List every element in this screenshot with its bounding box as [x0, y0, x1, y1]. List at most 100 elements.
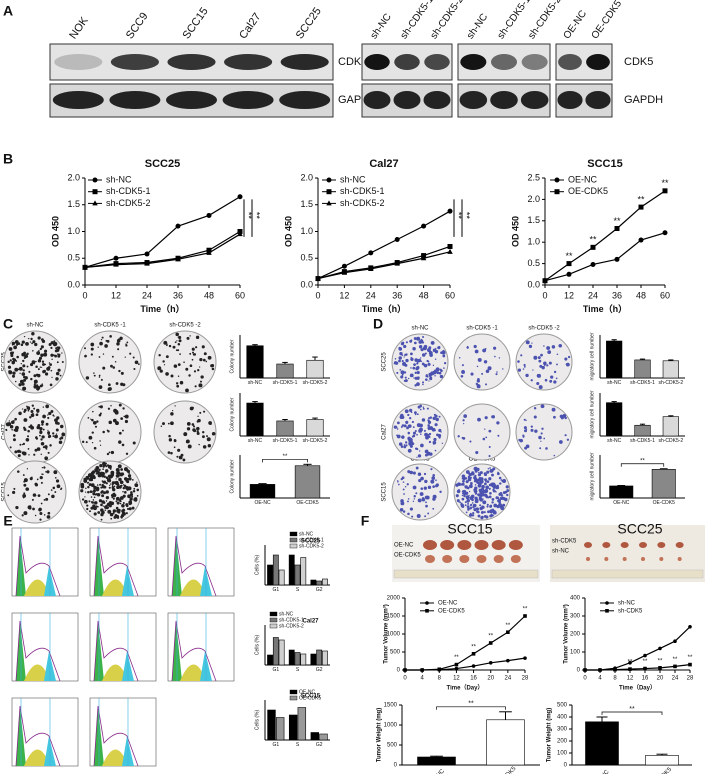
- plate-dot: [420, 443, 424, 448]
- plate-dot: [163, 364, 166, 366]
- plate-dot: [432, 370, 437, 374]
- plate-dot: [432, 473, 435, 477]
- marker: [662, 188, 668, 194]
- plate-dot: [20, 362, 22, 365]
- plate-dot: [198, 443, 200, 446]
- blot-band: [490, 91, 518, 109]
- plate-dot: [96, 484, 99, 486]
- plate-dot: [23, 480, 26, 483]
- plate-dot: [126, 507, 130, 511]
- plate-dot: [467, 475, 471, 479]
- histogram-fit: [93, 620, 139, 682]
- plate-dot: [441, 442, 444, 444]
- plate-dot: [551, 345, 556, 349]
- plate-dot: [102, 366, 106, 370]
- plate-dot: [87, 416, 90, 419]
- plate-dot: [176, 384, 180, 388]
- marker: [506, 630, 510, 634]
- plate-dot: [112, 487, 116, 492]
- plate-dot: [112, 509, 117, 513]
- plate-dot: [11, 374, 16, 378]
- plate-dot: [27, 448, 30, 450]
- y-tick-label: 500: [390, 650, 401, 656]
- plate-dot: [29, 424, 33, 427]
- y-axis-label: Tumor Weight (mg): [547, 708, 553, 762]
- bar: [316, 649, 323, 666]
- plate-dot: [170, 374, 174, 378]
- plate-dot: [478, 496, 483, 501]
- plate-dot: [519, 438, 524, 443]
- plate-dot: [487, 510, 490, 514]
- row-label: Cal27: [382, 424, 388, 440]
- plate-dot: [35, 360, 37, 363]
- plate-dot: [122, 383, 126, 387]
- plate-dot: [115, 482, 119, 486]
- plate-dot: [137, 363, 140, 365]
- y-tick-label: 0: [394, 763, 398, 769]
- plate-dot: [545, 447, 548, 450]
- plate-dot: [99, 463, 103, 468]
- plate-dot: [533, 355, 538, 360]
- column-label: sh-CDK5 -1: [466, 326, 498, 332]
- plate-dot: [462, 369, 465, 372]
- blot-band: [393, 91, 421, 109]
- plate-dot: [124, 414, 129, 419]
- plate-dot: [41, 354, 44, 357]
- bar: [267, 564, 273, 586]
- x-tick-label: sh-CDK5: [652, 766, 674, 774]
- plate-dot: [116, 501, 120, 505]
- series-line: [405, 615, 526, 671]
- plate-dot: [488, 483, 492, 487]
- plate-dot: [36, 478, 39, 481]
- plate-dot: [483, 472, 487, 476]
- plate-dot: [464, 501, 467, 504]
- plate-dot: [23, 356, 26, 360]
- plate-dot: [100, 491, 103, 494]
- plate-dot: [428, 380, 430, 382]
- plate-dot: [13, 345, 17, 350]
- plate-dot: [167, 451, 171, 454]
- plate-dot: [39, 366, 42, 368]
- plate-dot: [172, 345, 176, 349]
- series-line: [585, 664, 691, 671]
- plate-dot: [477, 510, 480, 514]
- x-tick-label: 48: [636, 290, 646, 300]
- legend-label: sh-CDK5-1: [279, 617, 304, 623]
- tumor: [493, 555, 504, 563]
- plate-dot: [100, 518, 103, 521]
- plate-dot: [416, 371, 420, 375]
- plate-dot: [95, 486, 100, 491]
- legend-marker: [326, 177, 332, 183]
- plate-dot: [11, 420, 15, 425]
- significance: **: [643, 659, 648, 665]
- plate-dot: [439, 490, 442, 494]
- plate-dot: [484, 488, 489, 493]
- marker: [454, 666, 459, 671]
- plate-dot: [176, 455, 179, 458]
- plate-dot: [438, 436, 441, 439]
- plate-dot: [105, 469, 109, 473]
- plate-dot: [525, 419, 527, 422]
- plate-dot: [423, 429, 426, 432]
- plate-dot: [395, 426, 398, 429]
- plate-dot: [101, 480, 104, 482]
- plate-dot: [84, 491, 87, 493]
- bar: [310, 579, 317, 586]
- plate-dot: [29, 341, 32, 343]
- significance: **: [688, 655, 693, 661]
- y-axis-label: OD 450: [511, 216, 521, 247]
- plate-dot: [198, 383, 203, 388]
- plate-dot: [23, 483, 27, 487]
- tumor: [677, 557, 682, 561]
- plate-dot: [16, 342, 18, 344]
- plate-dot: [476, 481, 480, 484]
- y-axis-label: Tumor Weight (mg): [377, 708, 383, 762]
- plate-dot: [93, 372, 95, 374]
- plate-dot: [115, 472, 118, 474]
- y-tick-label: 2.5: [527, 172, 540, 182]
- histogram-s: [102, 749, 128, 766]
- y-tick-label: 0.0: [527, 279, 540, 289]
- x-tick-label: OE-NC: [254, 500, 271, 506]
- plate-dot: [528, 344, 533, 349]
- plate-dot: [419, 404, 422, 408]
